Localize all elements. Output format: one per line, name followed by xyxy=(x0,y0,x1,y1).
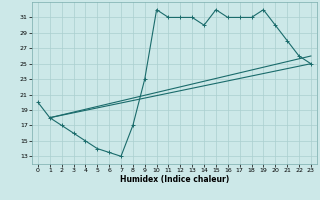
X-axis label: Humidex (Indice chaleur): Humidex (Indice chaleur) xyxy=(120,175,229,184)
